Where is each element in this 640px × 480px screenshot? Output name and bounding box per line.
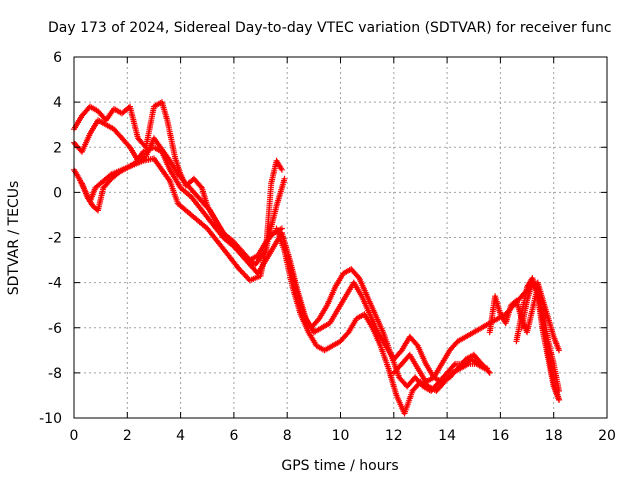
y-tick-label: -6 [48,321,62,337]
x-tick-label: 14 [438,428,456,444]
x-tick-label: 18 [545,428,563,444]
x-tick-label: 6 [229,428,238,444]
y-tick-label: -10 [39,411,62,427]
x-tick-label: 10 [332,428,350,444]
x-tick-label: 16 [491,428,509,444]
x-tick-label: 12 [385,428,403,444]
y-tick-label: 0 [53,185,62,201]
y-tick-label: 6 [53,50,62,66]
series-markers [284,252,491,394]
series-pass-11 [518,279,562,394]
y-tick-label: 4 [53,95,62,111]
series-markers [79,144,285,268]
y-tick-label: -8 [48,366,62,382]
x-tick-label: 0 [70,428,79,444]
series-pass-7 [284,252,491,394]
x-axis-ticks: 0 2 4 6 8 10 12 14 16 18 20 [70,57,616,444]
x-axis-label: GPS time / hours [281,458,398,474]
y-tick-label: -2 [48,231,62,247]
series-markers [518,279,562,394]
y-tick-label: 2 [53,140,62,156]
y-axis-label: SDTVAR / TECUs [6,181,22,296]
x-tick-label: 4 [176,428,185,444]
data-series [71,99,562,417]
x-tick-label: 20 [598,428,616,444]
x-tick-label: 2 [123,428,132,444]
chart-title: Day 173 of 2024, Sidereal Day-to-day VTE… [48,20,612,36]
x-tick-label: 8 [283,428,292,444]
series-pass-4 [79,144,285,268]
y-tick-label: -4 [48,276,62,292]
y-axis-ticks: -10 -8 -6 -4 -2 0 2 4 6 [39,50,607,427]
